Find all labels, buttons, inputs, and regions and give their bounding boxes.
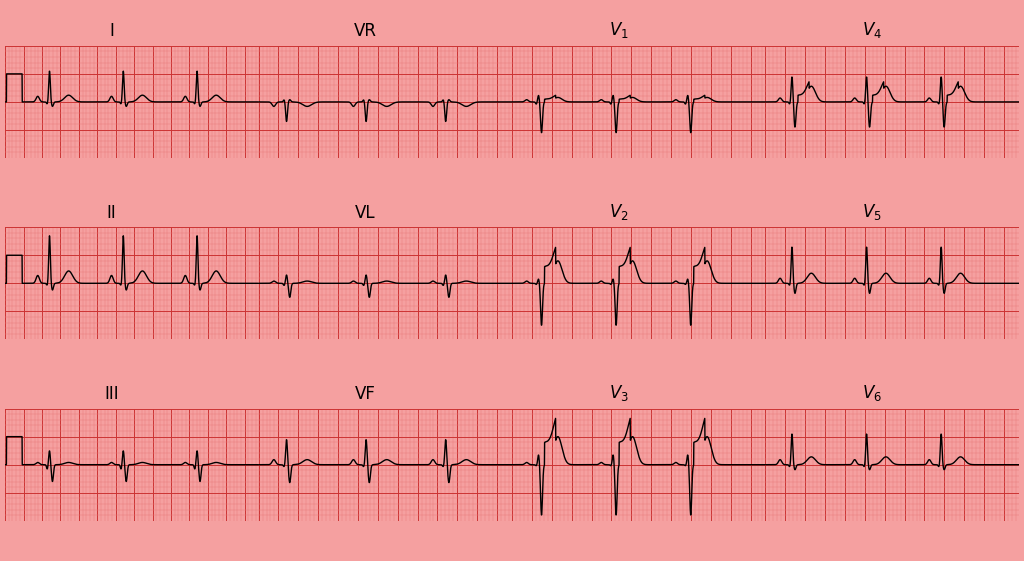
- Text: II: II: [106, 204, 117, 222]
- Text: $V_2$: $V_2$: [608, 201, 629, 222]
- Text: VR: VR: [353, 22, 377, 40]
- Text: $V_4$: $V_4$: [862, 20, 882, 40]
- Text: $V_6$: $V_6$: [862, 383, 882, 403]
- Text: VL: VL: [354, 204, 376, 222]
- Text: VF: VF: [354, 385, 376, 403]
- Text: III: III: [104, 385, 119, 403]
- Text: I: I: [110, 22, 114, 40]
- Text: $V_1$: $V_1$: [608, 20, 629, 40]
- Text: $V_5$: $V_5$: [862, 201, 882, 222]
- Text: $V_3$: $V_3$: [608, 383, 629, 403]
